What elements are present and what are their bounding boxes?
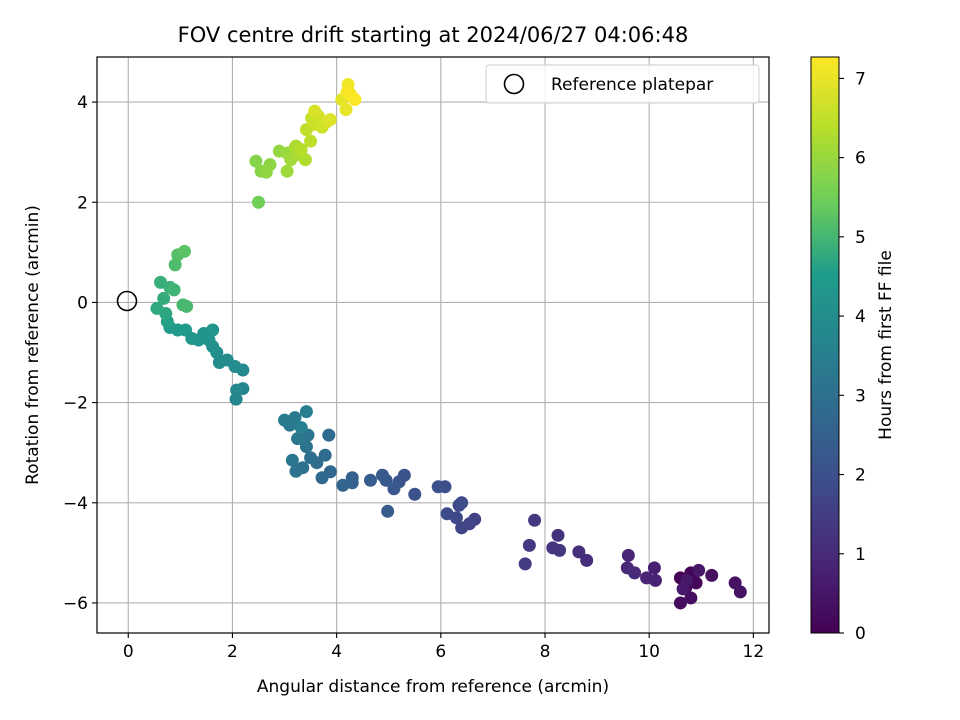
scatter-point	[294, 421, 308, 435]
y-tick-label: −4	[63, 494, 88, 514]
x-tick-label: 10	[638, 642, 660, 662]
legend-marker	[503, 73, 525, 95]
y-axis-ticks: −6 −4 −2 0 2 4	[63, 93, 97, 614]
scatter-point	[150, 301, 164, 315]
scatter-point	[336, 478, 350, 492]
y-tick-label: 2	[77, 193, 88, 213]
scatter-point	[387, 482, 401, 496]
scatter-point	[318, 448, 332, 462]
scatter-point	[291, 432, 305, 446]
scatter-point	[640, 571, 654, 585]
scatter-point	[684, 591, 698, 605]
scatter-point	[440, 507, 454, 521]
scatter-point	[178, 244, 192, 258]
grid-lines	[97, 57, 769, 633]
scatter-point	[322, 428, 336, 442]
x-tick-label: 12	[743, 642, 765, 662]
scatter-point	[348, 93, 362, 107]
x-axis-label: Angular distance from reference (arcmin)	[257, 677, 609, 697]
y-tick-label: 4	[77, 93, 88, 113]
scatter-point	[528, 513, 542, 527]
scatter-point	[251, 195, 265, 209]
scatter-point	[431, 480, 445, 494]
x-tick-label: 4	[331, 642, 342, 662]
colorbar-tick-label: 4	[855, 307, 866, 327]
scatter-point	[259, 165, 273, 179]
y-tick-label: 0	[77, 293, 88, 313]
colorbar-tick-label: 3	[855, 386, 866, 406]
y-tick-label: −2	[63, 394, 88, 414]
scatter-point	[408, 487, 422, 501]
scatter-point	[278, 413, 292, 427]
x-tick-label: 6	[435, 642, 446, 662]
x-axis-ticks: 0 2 4 6 8 10 12	[123, 633, 764, 662]
scatter-points	[150, 78, 747, 610]
scatter-point	[580, 553, 594, 567]
scatter-point	[647, 561, 661, 575]
legend-box	[485, 64, 760, 104]
scatter-point	[249, 154, 263, 168]
scatter-point	[294, 143, 308, 157]
scatter-point	[304, 134, 318, 148]
scatter-point	[289, 464, 303, 478]
scatter-point	[157, 291, 171, 305]
scatter-point	[280, 164, 294, 178]
scatter-point	[455, 496, 469, 510]
chart-title: FOV centre drift starting at 2024/06/27 …	[178, 23, 689, 47]
scatter-point	[230, 383, 244, 397]
scatter-point	[381, 504, 395, 518]
scatter-point	[551, 528, 565, 542]
reference-platepar-marker	[116, 290, 138, 312]
colorbar-tick-label: 6	[855, 149, 866, 169]
scatter-point	[455, 521, 469, 535]
colorbar-tick-label: 5	[855, 228, 866, 248]
scatter-point	[705, 568, 719, 582]
colorbar-tick-label: 0	[855, 624, 866, 644]
colorbar	[810, 56, 840, 634]
scatter-point	[180, 299, 194, 313]
scatter-point	[572, 545, 586, 559]
scatter-point	[553, 543, 567, 557]
colorbar-tick-label: 7	[855, 69, 866, 89]
scatter-point	[212, 356, 226, 370]
legend: Reference platepar	[485, 64, 760, 104]
scatter-point	[308, 104, 322, 118]
scatter-point	[692, 563, 706, 577]
scatter-point	[375, 468, 389, 482]
colorbar-tick-label: 2	[855, 466, 866, 486]
scatter-point	[676, 582, 690, 596]
scatter-point	[621, 548, 635, 562]
x-tick-label: 2	[227, 642, 238, 662]
y-tick-label: −6	[63, 594, 88, 614]
scatter-point	[673, 596, 687, 610]
scatter-point	[168, 258, 182, 272]
colorbar-label: Hours from first FF file	[876, 250, 896, 440]
scatter-point	[298, 153, 312, 167]
scatter-point	[733, 585, 747, 599]
scatter-point	[315, 471, 329, 485]
plot-frame	[96, 56, 770, 634]
scatter-point	[522, 538, 536, 552]
scatter-point	[299, 440, 313, 454]
scatter-point	[167, 283, 181, 297]
scatter-point	[363, 473, 377, 487]
scatter-point	[323, 113, 337, 127]
scatter-point	[206, 323, 220, 337]
scatter-point	[285, 453, 299, 467]
y-axis-label: Rotation from reference (arcmin)	[23, 205, 43, 485]
scatter-point	[299, 405, 313, 419]
scatter-point	[339, 103, 353, 117]
legend-entry-label: Reference platepar	[551, 75, 713, 95]
colorbar-tick-label: 1	[855, 545, 866, 565]
x-tick-label: 0	[123, 642, 134, 662]
x-tick-label: 8	[540, 642, 551, 662]
scatter-point	[518, 557, 532, 571]
scatter-point	[304, 451, 318, 465]
scatter-point	[288, 411, 302, 425]
colorbar-ticks: 0 1 2 3 4 5 6 7	[839, 69, 866, 644]
scatter-point	[628, 566, 642, 580]
